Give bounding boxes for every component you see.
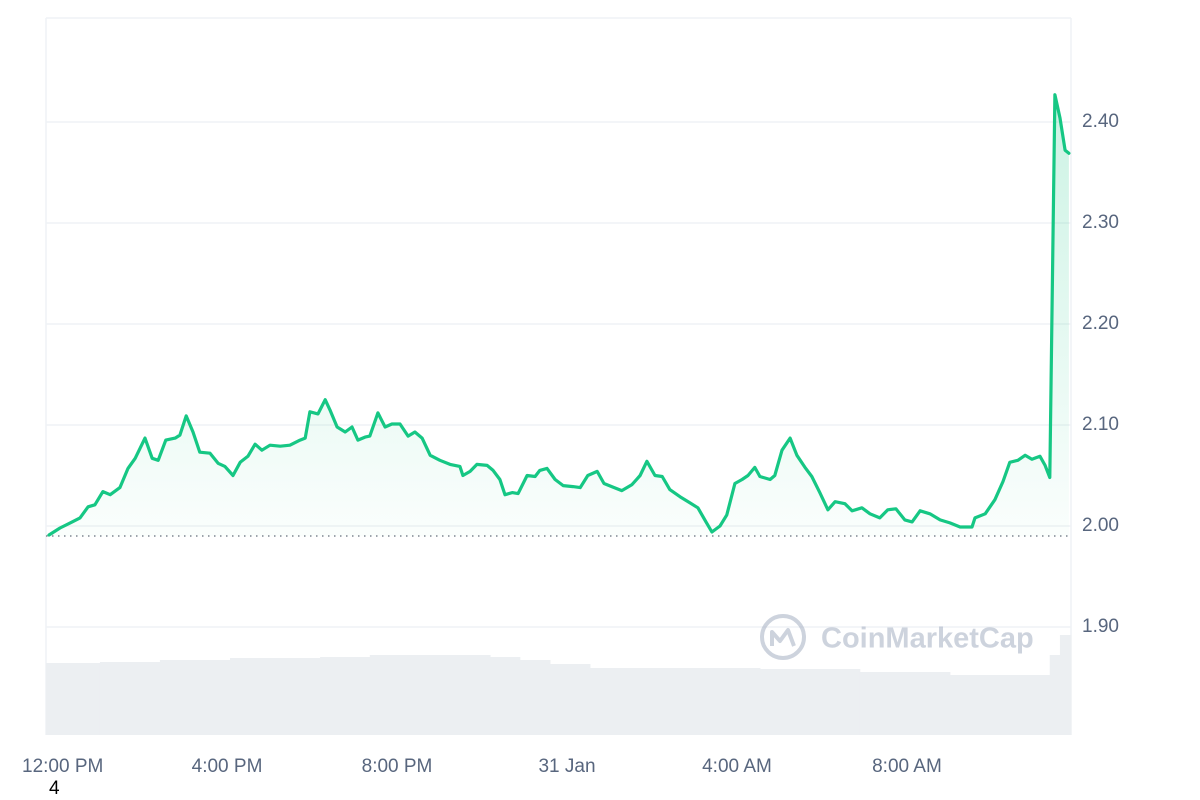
volume-bar	[519, 660, 551, 735]
axis-layer: 1.90 2.00 2.10 2.20 2.30 2.40 12:00 PM 4:00 PM 8…	[22, 111, 1119, 777]
volume-bar	[859, 672, 951, 735]
x-tick-label: 12:00 PM	[22, 756, 103, 777]
volume-bar	[320, 657, 371, 735]
y-tick-label: 2.10	[1082, 414, 1119, 435]
volume-bar	[369, 655, 491, 735]
grid-layer	[46, 121, 1071, 628]
y-tick-label: 2.40	[1082, 111, 1119, 132]
volume-bar	[1059, 635, 1072, 735]
volume-bar	[949, 675, 1051, 735]
x-tick-label: 31 Jan	[538, 756, 595, 777]
volume-bar	[490, 657, 521, 735]
volume-bar	[159, 660, 231, 735]
volume-layer	[46, 635, 1072, 735]
y-tick-label: 1.90	[1082, 616, 1119, 637]
y-tick-label: 2.20	[1082, 313, 1119, 334]
volume-bar	[46, 663, 101, 735]
x-tick-label: 8:00 AM	[872, 756, 942, 777]
volume-bar	[99, 662, 161, 735]
watermark: CoinMarketCap	[821, 623, 1034, 655]
footnote: 4	[49, 778, 60, 799]
x-tick-label: 4:00 AM	[702, 756, 772, 777]
volume-bar	[230, 658, 321, 735]
y-tick-label: 2.00	[1082, 515, 1119, 536]
price-line	[47, 93, 1071, 537]
watermark-group: CoinMarketCap	[760, 614, 1034, 660]
x-tick-label: 8:00 PM	[362, 756, 433, 777]
x-tick-label: 4:00 PM	[192, 756, 263, 777]
volume-bar	[1049, 655, 1061, 735]
volume-bar	[759, 669, 861, 735]
price-area	[49, 94, 1069, 537]
volume-bar	[550, 664, 591, 735]
y-tick-label: 2.30	[1082, 212, 1119, 233]
volume-bar	[589, 668, 761, 735]
watermark-logo	[760, 614, 806, 660]
plot-layer	[46, 93, 1071, 537]
watermark-logo-mark	[770, 628, 796, 647]
plot-frame	[45, 17, 1072, 735]
